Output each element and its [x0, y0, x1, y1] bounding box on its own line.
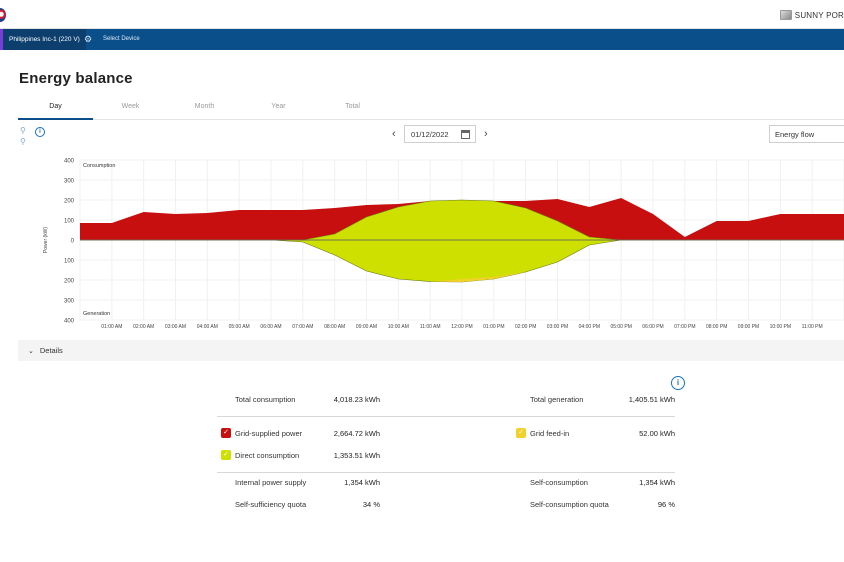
grid-feed-in-checkbox-icon[interactable]: ✓ [516, 428, 526, 438]
app-logo-icon[interactable] [0, 8, 6, 22]
navigation-bar: Philippines Inc-1 (220 V) ⚙ Select Devic… [0, 29, 844, 50]
x-tick-label: 07:00 AM [292, 324, 313, 330]
x-tick-label: 12:00 PM [451, 324, 472, 330]
y-tick-label: 100 [64, 259, 75, 265]
x-tick-label: 02:00 AM [133, 324, 154, 330]
x-tick-label: 10:00 PM [770, 324, 791, 330]
total-consumption-value: 4,018.23 kWh [333, 395, 380, 404]
top-strip: SUNNY POR [0, 0, 844, 29]
gear-icon[interactable]: ⚙ [84, 34, 93, 44]
y-tick-label: 300 [64, 299, 75, 305]
y-tick-label: 100 [64, 219, 75, 225]
brand-logo: SUNNY POR [779, 10, 844, 20]
grid-feed-in-value: 52.00 kWh [639, 429, 675, 438]
period-tabs: Day Week Month Year Total [18, 100, 844, 120]
self-consumption-label: Self-consumption [530, 478, 588, 487]
x-tick-label: 11:00 AM [420, 324, 441, 330]
self-consumption-value: 1,354 kWh [639, 478, 675, 487]
self-sufficiency-value: 34 % [362, 500, 380, 509]
grid-supplied-area [80, 198, 844, 240]
x-tick-label: 10:00 AM [388, 324, 409, 330]
tab-total[interactable]: Total [345, 103, 360, 110]
direct-consumption-label: Direct consumption [235, 451, 300, 460]
total-consumption-label: Total consumption [235, 395, 296, 404]
self-consumption-quota-label: Self-consumption quota [530, 500, 609, 509]
consumption-axis-label: Consumption [83, 163, 115, 169]
date-value: 01/12/2022 [411, 130, 449, 139]
y-tick-label: 300 [64, 179, 75, 185]
x-tick-label: 02:00 PM [515, 324, 536, 330]
tab-week[interactable]: Week [121, 103, 140, 110]
tab-year[interactable]: Year [271, 103, 286, 110]
direct-consumption-checkbox-icon[interactable]: ✓ [221, 450, 231, 460]
plant-selector[interactable]: Philippines Inc-1 (220 V) [0, 29, 86, 50]
info-icon[interactable]: i [35, 127, 45, 137]
y-tick-label: 400 [64, 319, 75, 325]
page-title: Energy balance [19, 70, 133, 87]
grid-supplied-label: Grid-supplied power [235, 429, 303, 438]
grid-supplied-value: 2,664.72 kWh [333, 429, 380, 438]
zoom-in-icon[interactable]: ⚲ [20, 126, 26, 135]
previous-day-icon[interactable]: ‹ [392, 128, 396, 140]
grid-feed-in-label: Grid feed-in [530, 429, 570, 438]
y-tick-label: 0 [71, 239, 75, 245]
generation-area [80, 239, 844, 283]
total-generation-value: 1,405.51 kWh [628, 395, 675, 404]
x-tick-label: 01:00 AM [101, 324, 122, 330]
summary-divider [217, 472, 675, 473]
details-label: Details [39, 346, 63, 355]
x-tick-label: 01:00 PM [483, 324, 504, 330]
energy-balance-chart: 400 300 200 100 0 100 200 300 400 01:00 AM 02:00 A… [43, 159, 844, 330]
sunny-portal-logo-icon [779, 10, 792, 20]
chevron-down-icon: ⌄ [28, 348, 34, 355]
x-tick-label: 03:00 AM [165, 324, 186, 330]
self-sufficiency-label: Self-sufficiency quota [235, 500, 307, 509]
self-consumption-quota-value: 96 % [657, 500, 675, 509]
view-select[interactable]: Energy flow [769, 125, 844, 143]
details-toggle[interactable]: ⌄ Details [18, 340, 844, 361]
zoom-out-icon[interactable]: ⚲ [20, 137, 26, 146]
x-tick-label: 07:00 PM [674, 324, 695, 330]
x-tick-label: 05:00 PM [610, 324, 631, 330]
tab-day[interactable]: Day [18, 100, 93, 120]
tab-month[interactable]: Month [194, 103, 215, 110]
y-axis-label: Power (kW) [43, 227, 49, 253]
generation-axis-label: Generation [83, 311, 110, 317]
next-day-icon[interactable]: › [484, 128, 488, 140]
x-tick-label: 06:00 AM [260, 324, 281, 330]
y-tick-label: 200 [64, 279, 75, 285]
total-generation-label: Total generation [530, 395, 584, 404]
internal-supply-value: 1,354 kWh [344, 478, 380, 487]
y-tick-label: 400 [64, 159, 75, 165]
x-tick-label: 05:00 AM [229, 324, 250, 330]
internal-supply-label: Internal power supply [235, 478, 307, 487]
brand-text: SUNNY POR [794, 10, 844, 20]
x-tick-label: 04:00 AM [197, 324, 218, 330]
summary-divider [217, 416, 675, 417]
calendar-icon[interactable] [461, 130, 470, 139]
x-tick-label: 08:00 PM [706, 324, 727, 330]
date-input[interactable]: 01/12/2022 [404, 125, 476, 143]
x-tick-label: 04:00 PM [579, 324, 600, 330]
direct-consumption-value: 1,353.51 kWh [333, 451, 380, 460]
x-tick-label: 11:00 PM [802, 324, 823, 330]
summary-info-icon[interactable]: i [671, 376, 685, 390]
y-tick-label: 200 [64, 199, 75, 205]
grid-supplied-checkbox-icon[interactable]: ✓ [221, 428, 231, 438]
x-tick-label: 03:00 PM [547, 324, 568, 330]
x-tick-label: 09:00 AM [356, 324, 377, 330]
x-tick-label: 09:00 PM [738, 324, 759, 330]
x-tick-label: 06:00 PM [642, 324, 663, 330]
x-tick-label: 08:00 AM [324, 324, 345, 330]
select-device-link[interactable]: Select Device [103, 36, 140, 42]
